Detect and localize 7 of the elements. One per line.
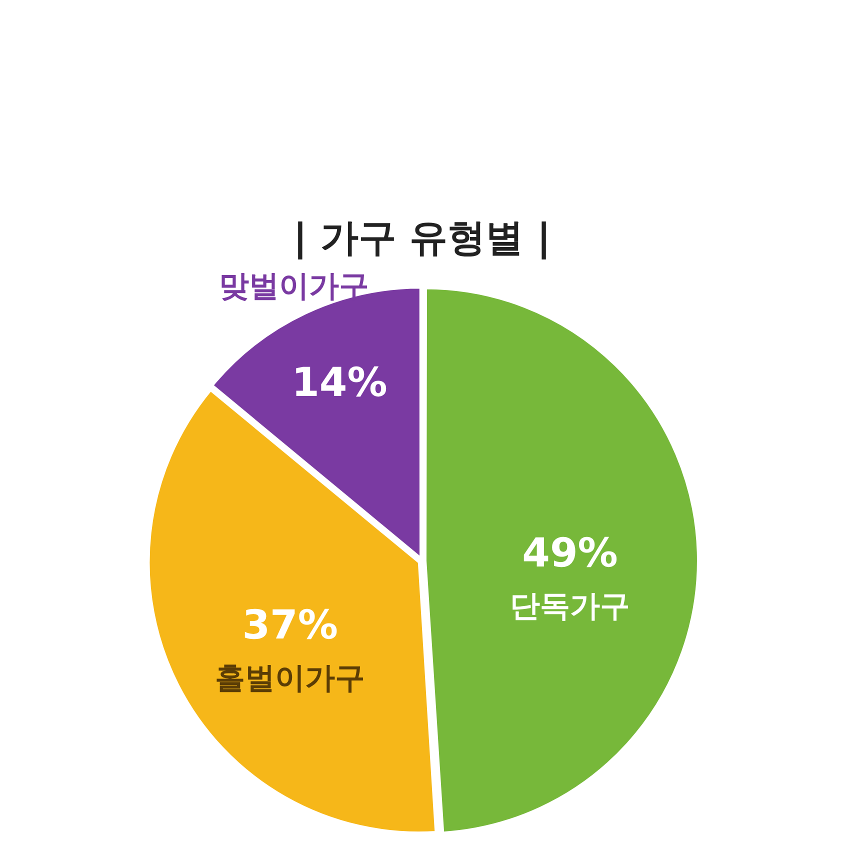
slice-label: 홀벌이가구 <box>215 660 366 696</box>
data-label: 49% <box>522 530 618 577</box>
chart-title: | 가구 유형별 | <box>293 216 551 260</box>
slice-label: 맞벌이가구 <box>218 269 369 304</box>
data-label: 14% <box>292 360 388 406</box>
slice-label: 단독가구 <box>510 588 630 624</box>
data-label: 37% <box>242 602 338 648</box>
